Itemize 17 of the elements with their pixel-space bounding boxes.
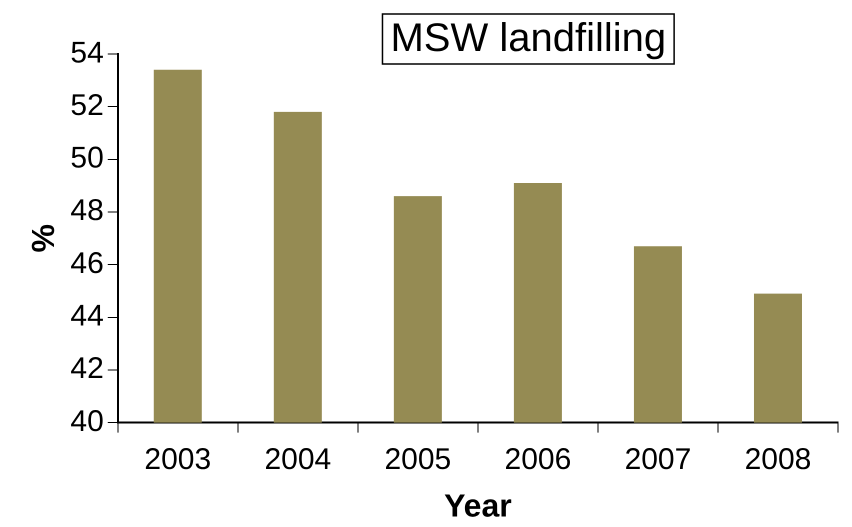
y-tick-label: 46 xyxy=(70,246,104,280)
y-axis-title: % xyxy=(25,224,62,253)
y-tick-label: 44 xyxy=(70,300,104,333)
x-tick-label: 2003 xyxy=(144,442,212,476)
y-tick-label: 42 xyxy=(70,352,104,386)
x-tick-label: 2006 xyxy=(504,442,572,476)
x-axis-title: Year xyxy=(444,488,512,524)
y-tick-label: 40 xyxy=(70,404,104,438)
x-tick-label: 2005 xyxy=(384,442,452,476)
x-tick-label: 2004 xyxy=(264,442,332,476)
x-tick-label: 2007 xyxy=(624,442,692,476)
y-tick-label: 48 xyxy=(70,194,104,228)
x-tick-label: 2008 xyxy=(744,442,812,476)
chart-title: MSW landfilling xyxy=(390,16,666,60)
y-tick-label: 50 xyxy=(70,142,104,175)
y-tick-label: 52 xyxy=(70,88,104,122)
y-tick-label: 54 xyxy=(70,36,104,70)
